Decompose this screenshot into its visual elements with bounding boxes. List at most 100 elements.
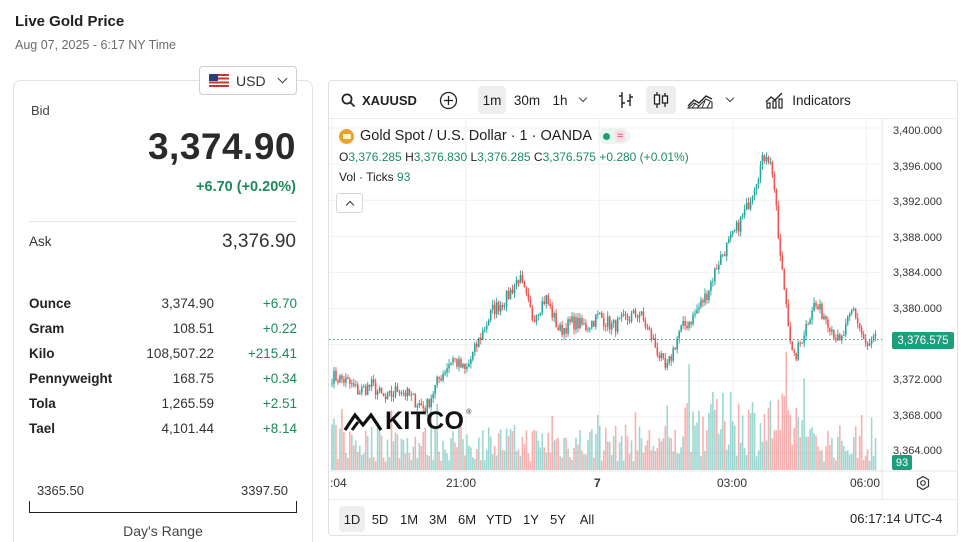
volume-bar — [378, 428, 381, 470]
bar-style-button[interactable] — [612, 86, 640, 114]
candle-body — [835, 338, 837, 341]
market-status-badge[interactable]: ≈ — [598, 128, 631, 144]
unit-name: Gram — [29, 321, 65, 336]
volume-bar — [479, 460, 482, 470]
area-chart-icon — [687, 95, 713, 109]
candle-body — [581, 317, 583, 325]
candle-body — [390, 390, 393, 397]
chart-settings-icon[interactable] — [915, 475, 931, 491]
candle-body — [628, 319, 631, 322]
y-tick-label: 3,372.000 — [893, 374, 942, 386]
candles-button[interactable] — [646, 86, 676, 114]
compare-button[interactable] — [433, 86, 463, 114]
volume-bar — [799, 437, 801, 470]
unit-change: +0.22 — [262, 321, 297, 336]
volume-bar — [460, 425, 462, 470]
bars-icon — [619, 92, 633, 108]
candle-body — [523, 281, 526, 288]
candle-body — [420, 403, 423, 406]
range-6m[interactable]: 6M — [457, 511, 477, 527]
price-chart[interactable] — [329, 119, 958, 499]
range-1y[interactable]: 1Y — [523, 511, 539, 527]
interval-dropdown[interactable] — [575, 86, 591, 114]
volume-bar — [483, 460, 486, 470]
volume-bar — [337, 458, 339, 470]
candle-body — [610, 323, 613, 330]
volume-bar — [499, 429, 502, 470]
candle-body — [360, 387, 363, 393]
range-all[interactable]: All — [579, 511, 595, 527]
volume-bar — [870, 417, 873, 470]
volume-bar — [559, 455, 561, 470]
volume-bar — [382, 457, 385, 470]
chart-clock[interactable]: 06:17:14 UTC-4 — [850, 511, 943, 526]
range-1d[interactable]: 1D — [339, 506, 365, 532]
candle-body — [563, 327, 565, 335]
unit-row-tael: Tael 4,101.44 +8.14 — [29, 421, 297, 446]
volume-bar — [735, 455, 738, 470]
candle-body — [541, 301, 544, 314]
volume-bar — [763, 414, 766, 470]
indicators-label: Indicators — [792, 92, 851, 108]
volume-bar — [674, 430, 676, 470]
candle-body — [422, 405, 425, 409]
volume-bar — [541, 433, 544, 470]
candle-body — [491, 304, 494, 310]
volume-bar — [676, 452, 678, 470]
unit-row-tola: Tola 1,265.59 +2.51 — [29, 396, 297, 421]
candle-body — [442, 373, 444, 381]
candle-body — [841, 335, 843, 341]
candle-body — [718, 264, 720, 270]
candle-body — [634, 310, 637, 317]
candle-body — [626, 315, 629, 320]
candle-body — [759, 165, 762, 180]
volume-bar — [718, 434, 720, 470]
range-3m[interactable]: 3M — [428, 511, 448, 527]
volume-bar — [801, 420, 803, 470]
interval-1h[interactable]: 1h — [552, 92, 568, 108]
currency-select[interactable]: USD — [199, 66, 297, 95]
indicators-button[interactable]: Indicators — [760, 86, 856, 114]
volume-bar — [811, 427, 813, 470]
volume-bar — [846, 450, 849, 470]
gold-bar-icon — [339, 128, 354, 144]
candle-body — [704, 293, 706, 303]
volume-bar — [585, 454, 587, 470]
volume-bar — [422, 431, 425, 470]
range-5y[interactable]: 5Y — [550, 511, 566, 527]
volume-bar — [402, 439, 405, 470]
us-flag-icon — [209, 74, 229, 87]
area-style-button[interactable] — [685, 86, 715, 114]
volume-bar — [684, 407, 686, 470]
volume-bar — [783, 395, 786, 470]
interval-1m[interactable]: 1m — [478, 86, 506, 114]
candle-body — [733, 230, 736, 232]
candle-body — [448, 364, 450, 369]
range-ytd[interactable]: YTD — [486, 511, 512, 527]
chart-type-dropdown[interactable] — [722, 86, 738, 114]
interval-30m[interactable]: 30m — [513, 92, 541, 108]
candle-body — [380, 387, 383, 394]
candle-body — [833, 329, 835, 339]
collapse-legend-button[interactable] — [336, 193, 363, 213]
candle-body — [684, 321, 686, 326]
candle-body — [408, 388, 411, 396]
candle-body — [501, 305, 504, 308]
bid-label: Bid — [31, 103, 50, 118]
range-1m[interactable]: 1M — [399, 511, 419, 527]
volume-bar — [698, 410, 700, 470]
volume-bar — [442, 440, 444, 470]
volume-bar — [602, 450, 605, 470]
symbol-search[interactable]: XAUUSD — [336, 86, 418, 114]
volume-bar — [434, 427, 436, 470]
range-5d[interactable]: 5D — [371, 511, 389, 527]
candle-body — [616, 318, 619, 332]
volume-bar — [569, 457, 571, 470]
volume-bar — [531, 431, 534, 470]
volume-bar — [493, 445, 496, 470]
volume-bar — [356, 451, 359, 470]
volume-bar — [503, 450, 506, 470]
candle-body — [519, 274, 522, 284]
volume-bar — [672, 451, 675, 470]
candle-body — [394, 386, 397, 396]
